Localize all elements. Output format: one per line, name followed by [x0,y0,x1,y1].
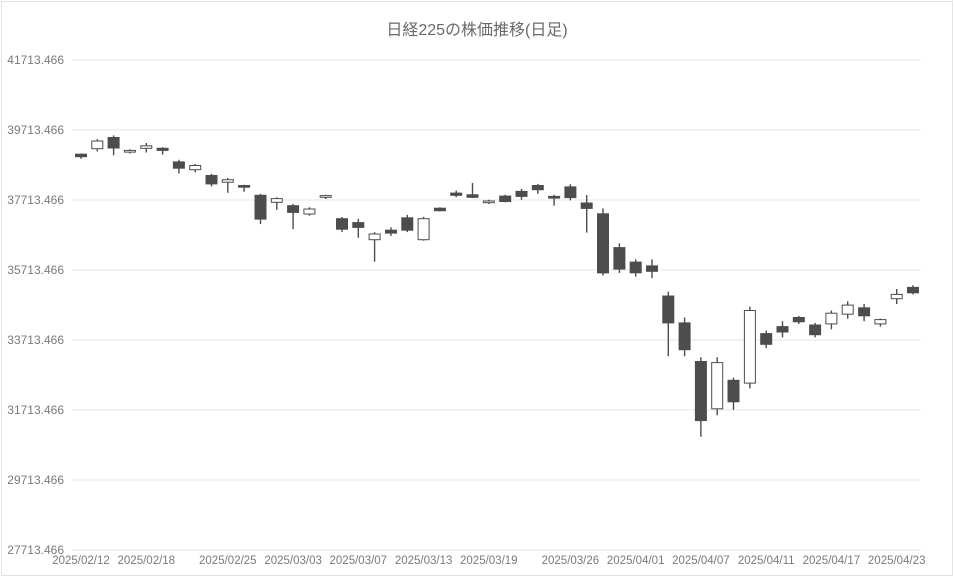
svg-text:2025/03/13: 2025/03/13 [395,555,453,567]
svg-text:2025/03/03: 2025/03/03 [264,555,322,567]
svg-text:2025/04/11: 2025/04/11 [738,555,795,567]
svg-text:2025/02/12: 2025/02/12 [52,555,110,567]
svg-text:2025/04/01: 2025/04/01 [607,555,665,567]
svg-text:37713.466: 37713.466 [7,193,64,207]
svg-text:33713.466: 33713.466 [7,333,64,347]
svg-text:2025/03/07: 2025/03/07 [330,555,388,567]
svg-text:2025/03/26: 2025/03/26 [542,555,600,567]
svg-text:2025/04/17: 2025/04/17 [803,555,861,567]
svg-text:39713.466: 39713.466 [7,123,64,137]
svg-text:2025/02/18: 2025/02/18 [118,555,176,567]
svg-text:2025/02/25: 2025/02/25 [199,555,257,567]
svg-text:31713.466: 31713.466 [7,403,64,417]
svg-text:2025/03/19: 2025/03/19 [460,555,518,567]
svg-text:29713.466: 29713.466 [7,473,64,487]
svg-text:2025/04/07: 2025/04/07 [672,555,730,567]
svg-text:41713.466: 41713.466 [7,53,64,67]
svg-text:2025/04/23: 2025/04/23 [868,555,926,567]
svg-text:35713.466: 35713.466 [7,263,64,277]
